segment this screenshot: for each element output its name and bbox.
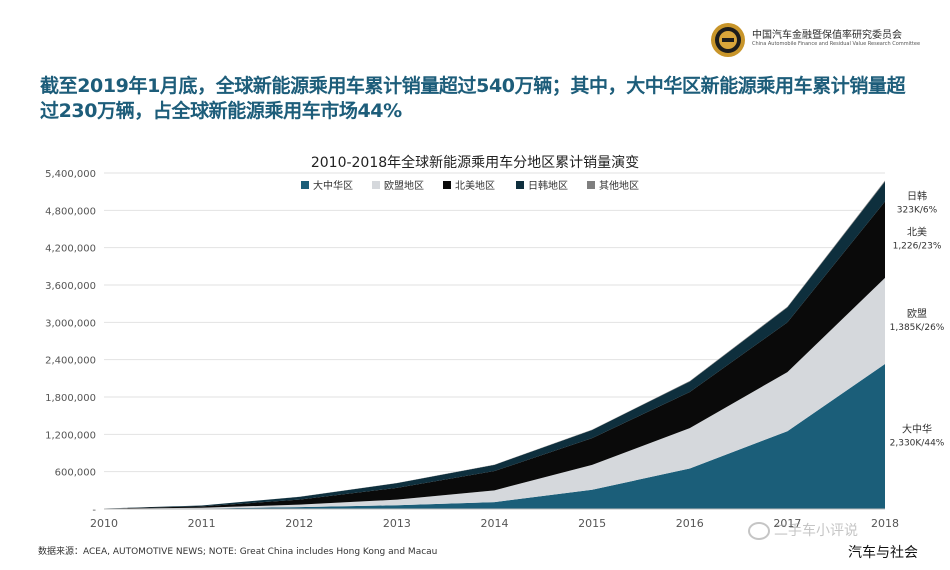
y-tick-label: 4,800,000	[45, 206, 96, 217]
legend-swatch	[443, 181, 451, 189]
x-tick-label: 2015	[578, 517, 606, 530]
area-series-1	[104, 277, 885, 509]
annotation-value: 323K/6%	[897, 205, 938, 215]
area-series-0	[104, 364, 885, 509]
headline: 截至2019年1月底，全球新能源乘用车累计销量超过540万辆；其中，大中华区新能…	[40, 74, 920, 124]
annotation-value: 2,330K/44%	[890, 439, 945, 449]
headline-segment: 230	[58, 100, 98, 122]
data-source-note: 数据来源：ACEA, AUTOMOTIVE NEWS; NOTE: Great …	[38, 547, 438, 557]
legend-label: 北美地区	[455, 179, 495, 192]
y-tick-label: 4,200,000	[45, 244, 96, 255]
x-tick-label: 2017	[773, 517, 801, 530]
headline-segment: 万辆，占全球新能源乘用车市场	[97, 100, 358, 122]
headline-segment: 1	[147, 75, 160, 97]
annotation-value: 1,385K/26%	[890, 323, 945, 333]
chart-title: 2010-2018年全球新能源乘用车分地区累计销量演变	[311, 154, 639, 171]
headline-segment: 月底，全球新能源乘用车累计销量超过	[159, 75, 477, 97]
legend-label: 其他地区	[599, 179, 639, 192]
annotation-region: 欧盟	[907, 308, 927, 320]
y-tick-label: -	[92, 505, 96, 516]
x-tick-label: 2012	[285, 517, 313, 530]
legend-label: 日韩地区	[528, 179, 568, 192]
legend-label: 欧盟地区	[384, 179, 424, 192]
watermark-text: 二手车小评说	[748, 520, 858, 540]
headline-segment: 万辆；其中，大中华区新能源乘用车累计销量超过	[40, 75, 906, 122]
headline-segment: 截至	[40, 75, 78, 97]
y-tick-label: 1,800,000	[45, 393, 96, 404]
x-tick-label: 2014	[481, 517, 509, 530]
legend-swatch	[372, 181, 380, 189]
watermark-text-2: 汽车与社会	[848, 545, 918, 561]
annotation-region: 大中华	[902, 423, 932, 436]
org-name-en: China Automobile Finance and Residual Va…	[752, 41, 921, 47]
x-tick-label: 2010	[90, 517, 118, 530]
headline-segment: 540	[476, 75, 515, 97]
annotation-value: 1,226/23%	[893, 242, 942, 252]
y-tick-label: 2,400,000	[45, 356, 96, 367]
legend-swatch	[301, 181, 309, 189]
x-tick-label: 2016	[676, 517, 704, 530]
annotation-region: 北美	[907, 226, 927, 239]
y-tick-label: 5,400,000	[45, 169, 96, 180]
y-tick-label: 1,200,000	[45, 430, 96, 441]
headline-segment: 2019	[77, 75, 129, 97]
x-tick-label: 2018	[871, 517, 899, 530]
x-tick-label: 2013	[383, 517, 411, 530]
org-name-cn: 中国汽车金融暨保值率研究委员会	[752, 30, 902, 41]
legend-swatch	[587, 181, 595, 189]
y-tick-label: 3,600,000	[45, 281, 96, 292]
legend-swatch	[516, 181, 524, 189]
legend-label: 大中华区	[313, 179, 353, 192]
watermark-label: 二手车小评说	[774, 523, 858, 539]
annotation-region: 日韩	[907, 189, 927, 202]
wechat-icon	[748, 522, 770, 540]
org-logo-icon	[711, 23, 745, 57]
headline-segment: 44%	[357, 100, 402, 122]
headline-segment: 年	[128, 75, 148, 97]
y-tick-label: 3,000,000	[45, 318, 96, 329]
x-tick-label: 2011	[188, 517, 216, 530]
y-tick-label: 600,000	[55, 468, 96, 479]
